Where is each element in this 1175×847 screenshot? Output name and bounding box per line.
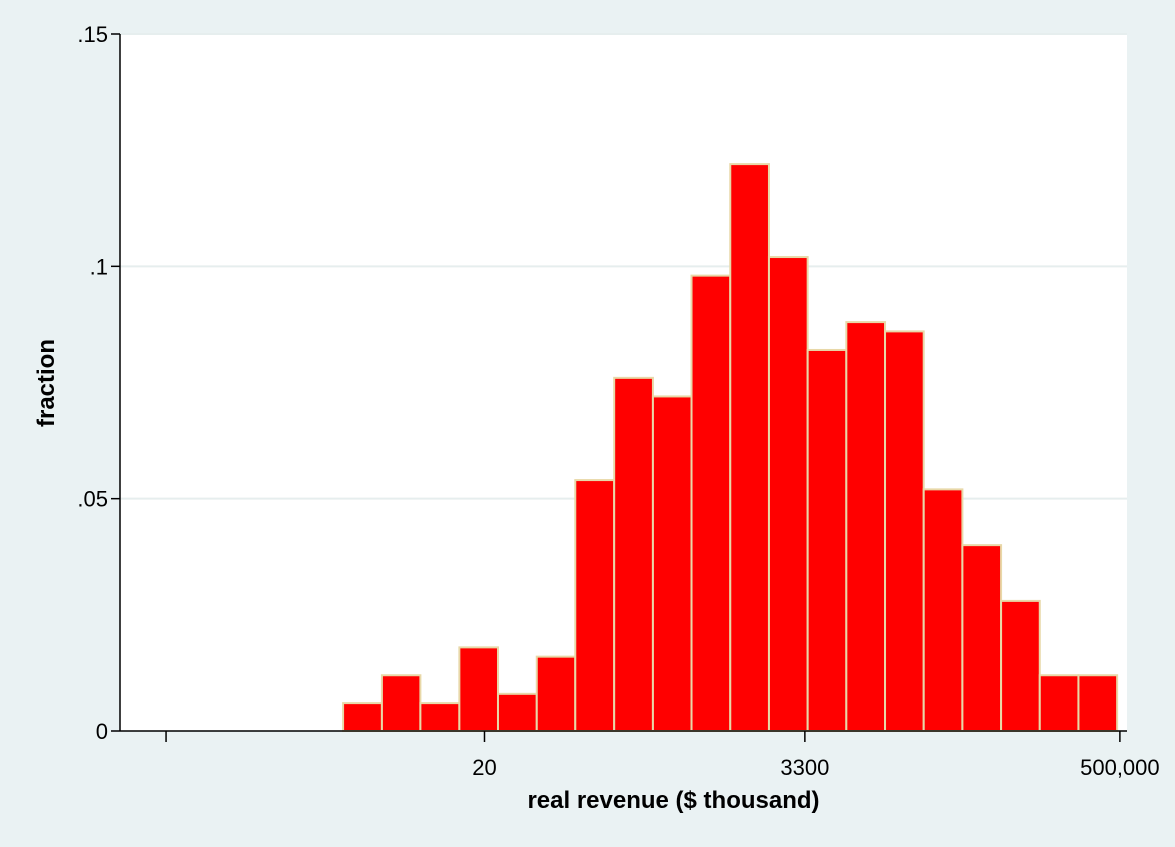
y-tick-label: .15 [77,22,108,47]
axes: 0 .05 .1 .15 20 3300 500,000 [77,22,1159,780]
x-axis-title: real revenue ($ thousand) [527,787,819,814]
histogram-bar [342,702,383,732]
x-tick-label: 20 [472,755,496,780]
x-tick-label: 3300 [780,755,829,780]
y-tick-label: .1 [90,254,108,279]
y-tick-label: .05 [77,487,108,512]
y-tick-label: 0 [96,719,108,744]
histogram-bar [419,702,461,732]
histogram-bar [922,488,964,732]
histogram-bar [806,348,848,732]
histogram-bar [496,692,538,732]
histogram-bar [380,674,422,732]
histogram-bar [1077,674,1119,732]
histogram-bar [1000,599,1041,732]
histogram-bar [729,163,770,732]
histogram-bar [690,274,732,732]
histogram-bar [961,544,1003,733]
histogram-bar [613,376,654,732]
histogram-bar [458,646,499,732]
histogram-bar [884,330,925,732]
bars [342,163,1119,733]
histogram-bar [574,479,616,732]
x-tick-label: 500,000 [1080,755,1160,780]
histogram-bar [535,655,577,732]
histogram-bar [651,395,693,732]
histogram-bar [767,256,809,732]
histogram-bar [845,321,887,732]
histogram-bar [1038,674,1080,732]
y-axis-title: fraction [33,339,60,427]
